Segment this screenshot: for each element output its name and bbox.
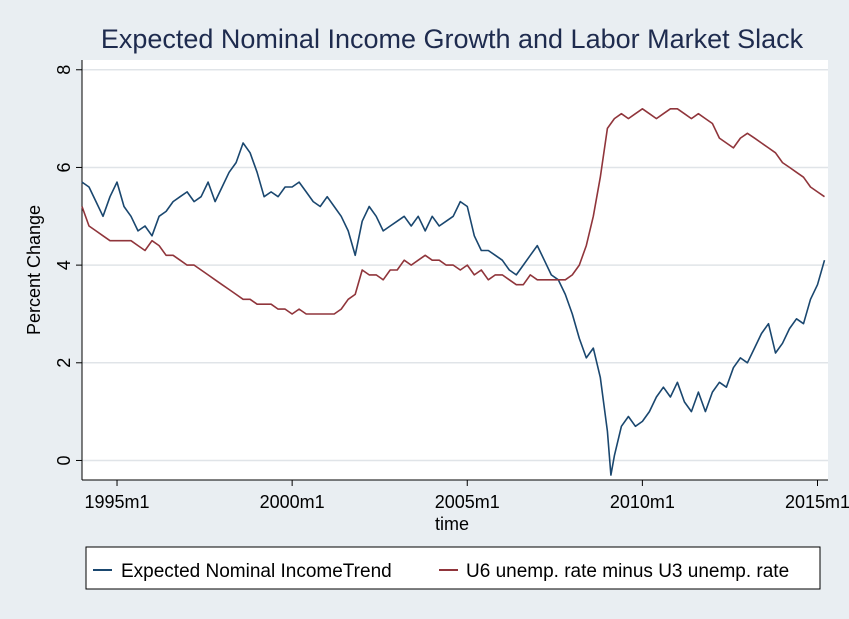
y-axis-label: Percent Change [24,205,44,335]
y-tick-label: 6 [54,162,74,172]
x-tick-label: 2015m1 [785,492,849,512]
legend-box [85,546,821,590]
series-lines [81,108,826,476]
x-tick-label: 1995m1 [84,492,149,512]
series-line-0 [81,142,826,476]
x-tick-label: 2005m1 [435,492,500,512]
grid-lines [82,69,828,462]
axes: 0 2 4 6 8 1995m1 2000m1 2005m1 2010m1 2015m1 [54,60,849,512]
x-axis-label: time [435,514,469,534]
legend: Expected Nominal IncomeTrend U6 unemp. r… [85,546,821,590]
y-tick-label: 4 [54,260,74,270]
legend-label-1: U6 unemp. rate minus U3 unemp. rate [466,561,789,582]
series-line-1 [81,108,825,315]
y-tick-label: 2 [54,358,74,368]
x-tick-label: 2000m1 [260,492,325,512]
chart-title: Expected Nominal Income Growth and Labor… [101,24,804,54]
legend-label-0: Expected Nominal IncomeTrend [121,561,392,582]
y-tick-label: 0 [54,455,74,465]
x-tick-label: 2010m1 [610,492,675,512]
y-tick-label: 8 [54,65,74,75]
plot-area [82,60,828,480]
